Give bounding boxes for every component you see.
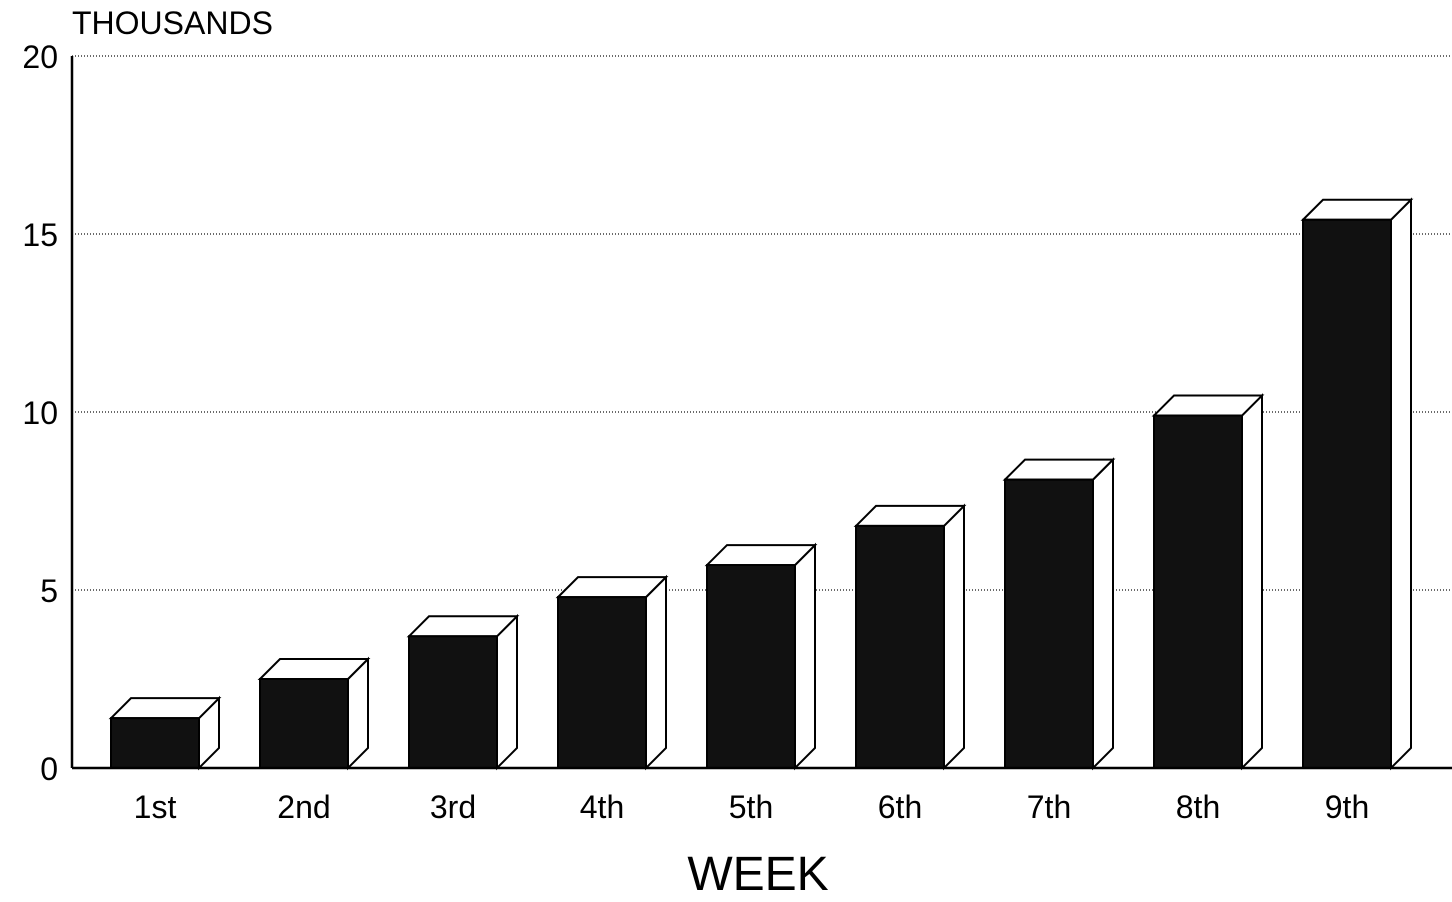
bar-front-face	[1302, 218, 1392, 769]
bar-front-face	[706, 564, 796, 770]
bar-top-face	[1002, 458, 1116, 481]
bar-front-face	[557, 596, 647, 769]
bar-6th	[853, 503, 967, 771]
bar-1st	[108, 695, 222, 771]
bar-9th	[1300, 197, 1414, 771]
bar-front-face	[259, 678, 349, 769]
y-tick-label: 0	[40, 751, 58, 787]
bars	[108, 197, 1414, 771]
x-tick-label: 8th	[1176, 789, 1220, 825]
bar-side-face	[1092, 457, 1114, 771]
bar-top-face	[406, 615, 520, 638]
bar-side-face	[645, 574, 667, 771]
bar-front-face	[855, 524, 945, 769]
bar-front-face	[408, 635, 498, 770]
bar-2nd	[257, 656, 371, 771]
bar-3rd	[406, 613, 520, 771]
y-tick-label: 20	[22, 39, 58, 75]
y-tick-label: 15	[22, 217, 58, 253]
x-tick-label: 5th	[729, 789, 773, 825]
bar-front-face	[1004, 478, 1094, 769]
x-tick-label: 2nd	[277, 789, 330, 825]
x-tick-label: 6th	[878, 789, 922, 825]
x-axis-title: WEEK	[687, 848, 828, 901]
axes	[70, 56, 1452, 770]
y-axis-ticks: 0 5 10 15 20	[22, 39, 58, 787]
x-tick-label: 4th	[580, 789, 624, 825]
bar-side-face	[943, 503, 965, 771]
y-tick-label: 10	[22, 395, 58, 431]
bar-top-face	[555, 576, 669, 599]
x-tick-label: 3rd	[430, 789, 476, 825]
bar-5th	[704, 542, 818, 771]
bar-top-face	[257, 658, 371, 680]
bar-side-face	[1390, 197, 1412, 771]
x-tick-label: 1st	[134, 789, 177, 825]
bar-top-face	[1300, 198, 1414, 221]
bar-front-face	[110, 717, 200, 769]
bar-top-face	[853, 504, 967, 527]
bar-side-face	[794, 542, 816, 771]
bar-side-face	[1241, 393, 1263, 771]
bar-top-face	[1151, 394, 1265, 417]
bar-side-face	[496, 613, 518, 771]
y-axis-unit-label: THOUSANDS	[72, 5, 273, 41]
x-axis-ticks: 1st 2nd 3rd 4th 5th 6th 7th 8th 9th	[134, 789, 1370, 825]
x-tick-label: 9th	[1325, 789, 1369, 825]
bar-top-face	[704, 544, 818, 567]
bar-4th	[555, 574, 669, 771]
bar-8th	[1151, 393, 1265, 771]
y-tick-label: 5	[40, 573, 58, 609]
bar-top-face	[108, 697, 222, 720]
bar-front-face	[1153, 414, 1243, 769]
x-tick-label: 7th	[1027, 789, 1071, 825]
bar-7th	[1002, 457, 1116, 771]
